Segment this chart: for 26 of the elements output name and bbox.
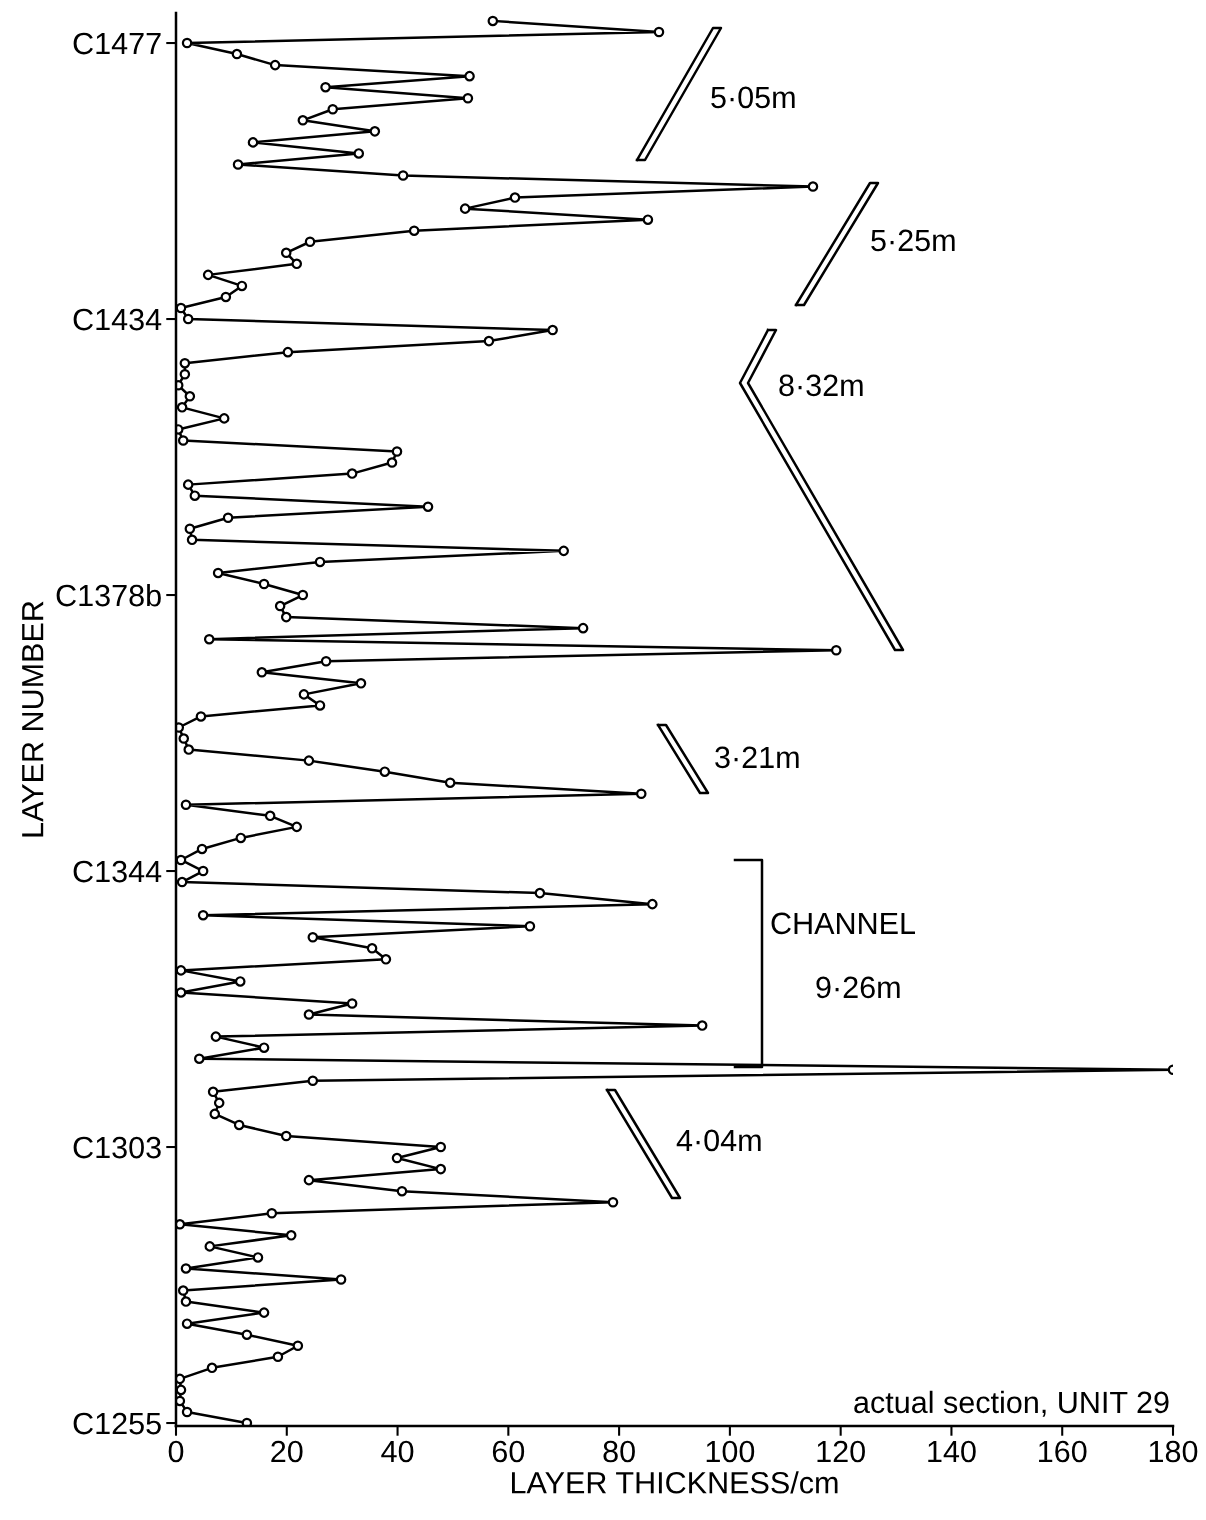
y-tick-label: C1303 [73,1136,161,1159]
x-tick-label: 180 [1149,1440,1198,1463]
y-tick-label: C1434 [73,308,162,331]
x-tick-label: 100 [706,1440,755,1463]
y-tick-label: C1378b [56,583,161,607]
x-tick-label: 120 [817,1440,865,1463]
x-tick-label: 0 [168,1440,184,1463]
y-axis-title: LAYER NUMBER [22,601,44,837]
annotation: 4·04m [676,1129,761,1152]
annotation: actual section, UNIT 29 [854,1390,1169,1417]
annotation: 5·25m [871,229,955,252]
x-tick-label: 160 [1039,1440,1087,1463]
annotation: 9·26m [816,976,900,999]
y-tick-label: C1477 [73,32,161,55]
y-tick-label: C1255 [73,1412,161,1435]
y-tick-label: C1344 [73,860,162,883]
annotation: 3·21m [715,746,799,769]
x-tick-label: 20 [271,1440,303,1463]
annotation: CHANNEL [771,912,916,935]
x-tick-label: 40 [381,1440,414,1463]
annotation: 5·05m [711,86,795,109]
x-tick-label: 60 [492,1440,525,1463]
x-tick-label: 140 [928,1440,976,1463]
x-axis-title: LAYER THICKNESS/cm [512,1471,838,1494]
x-tick-label: 80 [603,1440,635,1463]
annotation: 8·32m [779,374,863,397]
